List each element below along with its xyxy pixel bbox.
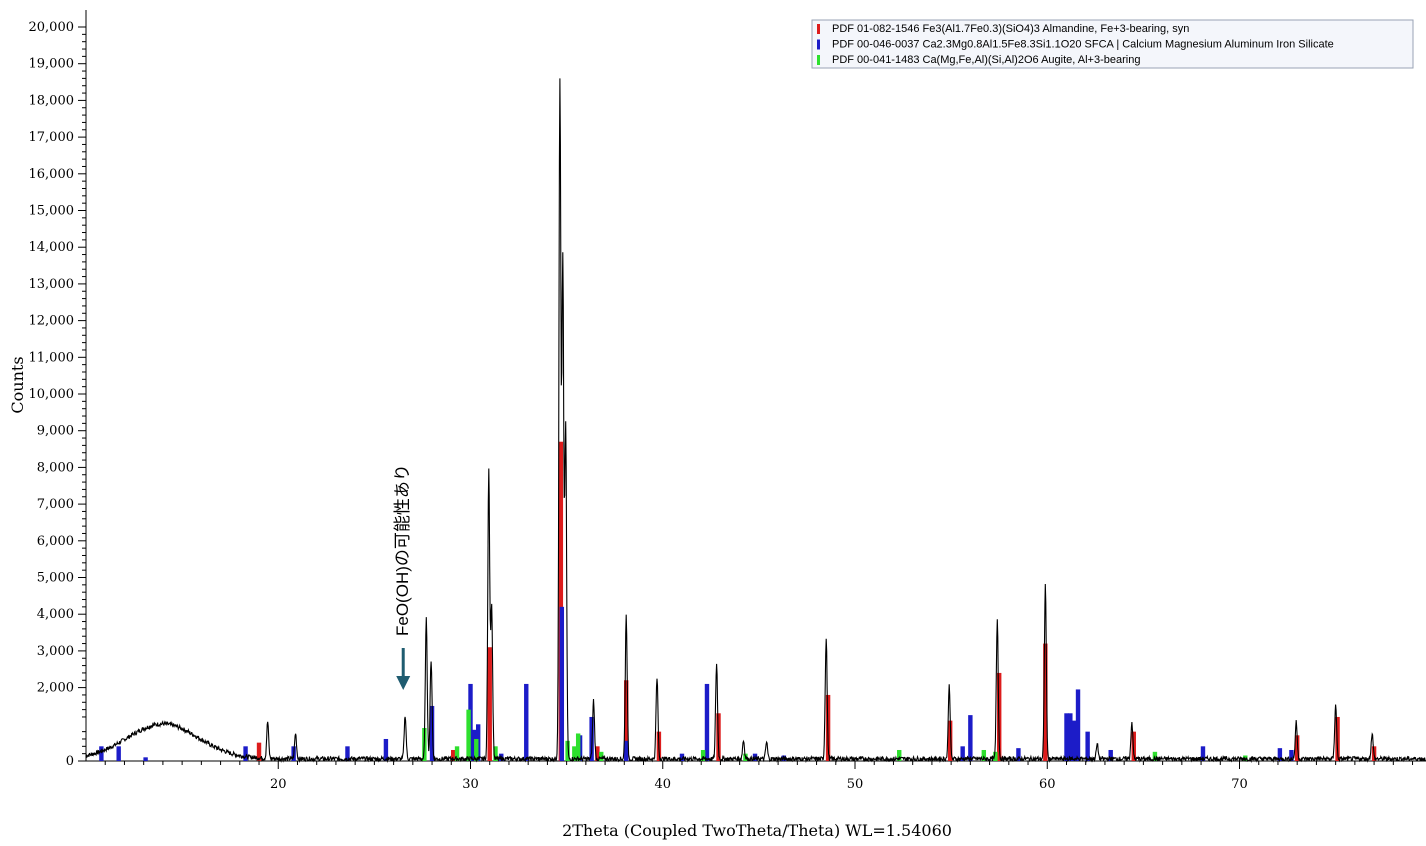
y-tick-label: 12,000 <box>29 314 75 329</box>
y-tick-label: 15,000 <box>29 204 75 219</box>
reference-stick <box>116 746 121 761</box>
y-tick-label: 7,000 <box>37 497 74 512</box>
annotation-arrow-head <box>396 676 411 690</box>
reference-stick <box>429 705 435 761</box>
ticks: 0 2,000 3,000 4,000 5,000 6,000 7,000 8,000 9,00… <box>29 20 1414 792</box>
legend-swatch <box>817 55 820 65</box>
reference-stick <box>243 746 248 761</box>
stick-series-2 <box>99 606 1294 761</box>
y-tick-label: 2,000 <box>37 681 74 696</box>
reference-stick <box>1068 713 1073 761</box>
reference-stick <box>1071 720 1077 761</box>
reference-sticks <box>99 441 1377 761</box>
y-tick-label: 17,000 <box>29 130 75 145</box>
reference-stick <box>466 709 471 761</box>
reference-stick <box>559 606 565 761</box>
x-tick-label: 40 <box>654 777 671 792</box>
x-tick-label: 50 <box>847 777 864 792</box>
legend-label: PDF 00-041-1483 Ca(Mg,Fe,Al)(Si,Al)2O6 A… <box>832 54 1140 66</box>
reference-stick <box>897 749 902 761</box>
reference-stick <box>454 746 460 761</box>
legend-box <box>811 19 1414 69</box>
legend-label: PDF 01-082-1546 Fe3(Al1.7Fe0.3)(SiO4)3 A… <box>832 23 1189 35</box>
reference-stick <box>679 753 685 761</box>
reference-stick <box>1064 713 1069 761</box>
reference-stick <box>1294 735 1300 761</box>
y-tick-label: 5,000 <box>37 571 74 586</box>
y-tick-label: 19,000 <box>29 57 75 72</box>
annotation-text: FeO(OH)の可能性あり <box>393 464 412 636</box>
reference-stick <box>99 746 104 761</box>
x-tick-label: 60 <box>1039 777 1056 792</box>
reference-stick <box>345 746 350 761</box>
y-tick-label: 13,000 <box>29 277 75 292</box>
legend: PDF 01-082-1546 Fe3(Al1.7Fe0.3)(SiO4)3 A… <box>811 19 1414 69</box>
reference-stick <box>1075 689 1081 761</box>
reference-stick <box>1152 751 1158 761</box>
reference-stick <box>624 680 629 761</box>
reference-stick <box>1200 746 1206 761</box>
reference-stick <box>1016 748 1021 761</box>
x-axis-title: 2Theta (Coupled TwoTheta/Theta) WL=1.540… <box>562 821 952 840</box>
reference-stick <box>1277 748 1283 761</box>
reference-stick <box>752 753 758 761</box>
reference-stick <box>1289 749 1294 761</box>
y-tick-label: 8,000 <box>37 460 74 475</box>
reference-stick <box>624 740 629 761</box>
y-tick-label: 18,000 <box>29 93 75 108</box>
reference-stick <box>451 749 456 761</box>
x-tick-label: 30 <box>462 777 479 792</box>
legend-swatch <box>817 24 820 34</box>
x-tick-label: 20 <box>270 777 287 792</box>
y-axis-title: Counts <box>8 356 27 413</box>
y-tick-label: 6,000 <box>37 534 74 549</box>
reference-stick <box>599 751 604 761</box>
reference-stick <box>572 746 577 761</box>
legend-swatch <box>817 39 820 50</box>
y-tick-label: 16,000 <box>29 167 75 182</box>
y-tick-label: 11,000 <box>29 350 75 365</box>
reference-stick <box>960 746 965 761</box>
reference-stick <box>558 441 564 761</box>
pattern-line <box>85 78 1426 764</box>
y-tick-label: 14,000 <box>29 240 75 255</box>
reference-stick <box>493 746 498 761</box>
axes <box>85 10 1426 762</box>
reference-stick <box>256 742 262 761</box>
x-tick-label: 70 <box>1231 777 1248 792</box>
reference-stick <box>595 746 600 761</box>
reference-stick <box>981 749 987 761</box>
y-tick-label: 10,000 <box>29 387 75 402</box>
reference-stick <box>1108 749 1113 761</box>
y-tick-label: 9,000 <box>37 424 74 439</box>
diffraction-pattern <box>85 78 1426 764</box>
reference-stick <box>575 733 581 761</box>
y-tick-label: 3,000 <box>37 644 74 659</box>
reference-stick <box>474 738 479 761</box>
reference-stick <box>993 751 998 761</box>
y-tick-label: 4,000 <box>37 607 74 622</box>
stick-series-3 <box>422 709 1248 761</box>
reference-stick <box>487 647 492 761</box>
reference-stick <box>143 757 148 761</box>
reference-stick <box>947 720 953 761</box>
y-tick-label: 20,000 <box>29 20 75 35</box>
reference-stick <box>565 740 570 761</box>
reference-stick <box>700 749 706 761</box>
legend-label: PDF 00-046-0037 Ca2.3Mg0.8Al1.5Fe8.3Si1.… <box>832 39 1334 51</box>
y-tick-label: 0 <box>66 754 74 769</box>
reference-stick <box>524 683 529 761</box>
reference-stick <box>704 683 710 761</box>
reference-stick <box>968 715 973 761</box>
reference-stick <box>1043 643 1048 761</box>
reference-stick <box>1085 731 1090 761</box>
annotations: FeO(OH)の可能性あり <box>393 464 412 690</box>
reference-stick <box>383 738 389 761</box>
